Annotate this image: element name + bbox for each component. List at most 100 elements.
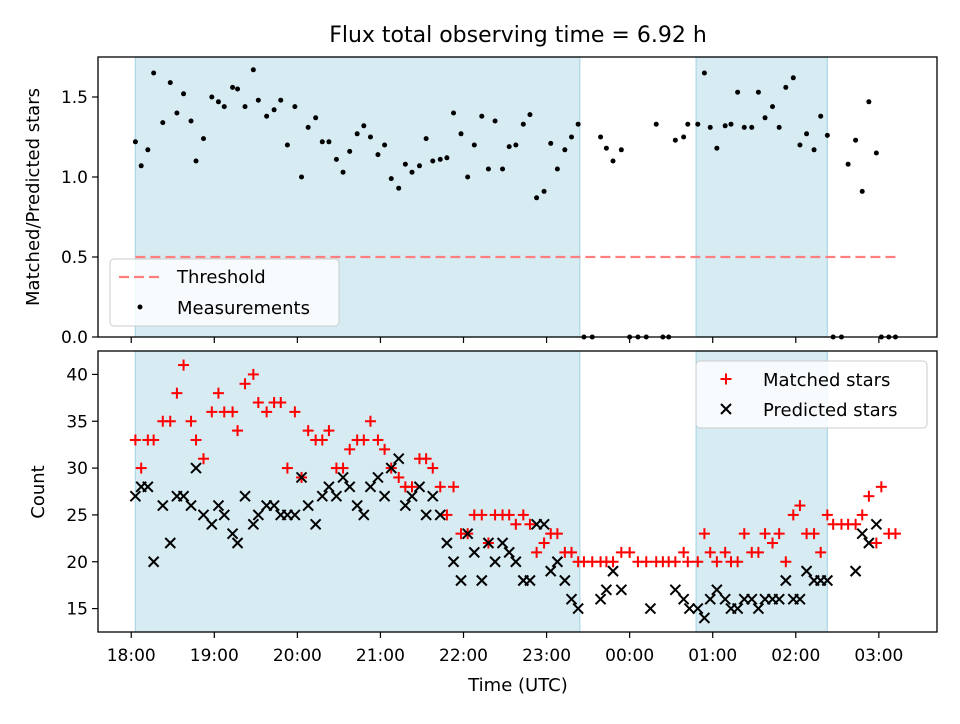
bottom-panel: 15 20 25 30 35 40 18:00 19:00 20:00 21:00 22:00 23:… — [28, 350, 938, 696]
measurement-point — [681, 134, 687, 140]
measurement-point — [278, 97, 284, 103]
matched-point — [815, 546, 827, 558]
predicted-point — [212, 499, 225, 512]
predicted-point — [683, 602, 696, 615]
predicted-point — [489, 556, 501, 568]
top-legend-box — [109, 258, 340, 327]
predicted-point-b — [364, 481, 377, 493]
matched-point — [372, 434, 384, 446]
measurement-point — [255, 97, 261, 103]
matched-point — [759, 528, 771, 540]
predicted-point-b — [698, 612, 711, 624]
measurement-point — [824, 132, 830, 138]
predicted-point — [594, 593, 607, 605]
bottom-ytick-label: 25 — [66, 506, 88, 526]
predicted-point — [551, 556, 564, 568]
measurement-point — [313, 115, 319, 121]
predicted-point — [177, 490, 190, 502]
measurement-point — [707, 124, 713, 130]
predicted-point-b — [231, 537, 244, 549]
matched-point — [185, 415, 197, 427]
predicted-point-b — [615, 584, 628, 596]
measurement-point — [811, 147, 817, 153]
measurement-point — [485, 166, 491, 172]
predicted-point-b — [157, 499, 169, 512]
predicted-point-b — [441, 537, 453, 549]
predicted-point-b — [489, 556, 501, 568]
predicted-point-b — [323, 481, 335, 493]
measurement-point — [181, 91, 187, 97]
predicted-point — [239, 490, 251, 502]
measurement-point — [762, 115, 768, 121]
predicted-point-b — [351, 499, 363, 512]
measurement-point — [575, 121, 581, 127]
measurement-point — [160, 120, 166, 126]
bottom-plot-frame — [97, 350, 938, 633]
predicted-point — [565, 593, 578, 605]
matched-point — [281, 462, 293, 474]
predicted-point-b — [420, 509, 432, 521]
measurement-point — [388, 176, 394, 182]
measurement-point — [465, 174, 471, 180]
predicted-point-b — [711, 584, 723, 596]
matched-point — [476, 509, 488, 521]
matched-point — [565, 546, 577, 558]
measurement-point — [492, 118, 498, 124]
legend-matched-marker — [720, 373, 732, 385]
measurement-point — [292, 104, 298, 110]
top-plot-frame — [97, 56, 938, 338]
matched-point — [711, 556, 723, 568]
measurement-point — [653, 121, 659, 127]
predicted-point-b — [468, 546, 481, 559]
measurement-point — [685, 121, 691, 127]
predicted-point — [503, 546, 515, 559]
measurement-point — [562, 147, 568, 153]
measurement-point — [471, 142, 477, 148]
measurement-point — [618, 147, 624, 153]
predicted-point — [129, 490, 142, 502]
matched-point — [448, 481, 460, 493]
predicted-point — [413, 481, 426, 493]
matched-point — [337, 462, 349, 474]
predicted-point-b — [565, 593, 578, 605]
predicted-point-b — [252, 509, 265, 521]
predicted-point-b — [447, 556, 460, 568]
measurement-point — [235, 86, 241, 92]
predicted-point-b — [719, 593, 731, 605]
predicted-point — [773, 593, 785, 605]
matched-point — [275, 397, 287, 409]
predicted-point-b — [212, 499, 225, 512]
measurement-point — [132, 139, 138, 145]
predicted-point-b — [427, 490, 439, 502]
predicted-point — [496, 537, 509, 549]
predicted-point-b — [337, 471, 349, 484]
predicted-point — [644, 602, 657, 615]
bottom-xtick-label: 22:00 — [439, 646, 488, 666]
measurement-point — [506, 144, 512, 150]
matched-point — [889, 528, 901, 540]
measurement-point — [271, 107, 277, 113]
predicted-point — [206, 518, 218, 530]
measurement-point — [396, 185, 402, 191]
predicted-point — [545, 565, 557, 577]
top-panel: 0.0 0.5 1.0 1.5 Matched/Predicted stars Thr… — [23, 56, 938, 348]
matched-point — [678, 546, 690, 558]
bottom-y-axis-label: Count — [28, 465, 49, 518]
measurement-point — [873, 150, 879, 156]
predicted-point — [420, 509, 432, 521]
measurement-point — [804, 131, 810, 137]
predicted-point — [252, 509, 265, 521]
matched-point — [206, 406, 218, 418]
measurement-point — [444, 155, 450, 161]
predicted-point — [434, 509, 446, 521]
matched-point — [178, 359, 190, 371]
predicted-point — [677, 593, 690, 605]
measurement-point — [568, 134, 574, 140]
measurement-point — [783, 84, 789, 90]
predicted-point — [406, 490, 418, 502]
matched-point — [364, 415, 376, 427]
measurement-point — [479, 113, 485, 119]
measurement-point — [541, 188, 547, 194]
measurement-point — [326, 139, 332, 145]
top-ytick-label: 1.5 — [61, 88, 88, 108]
